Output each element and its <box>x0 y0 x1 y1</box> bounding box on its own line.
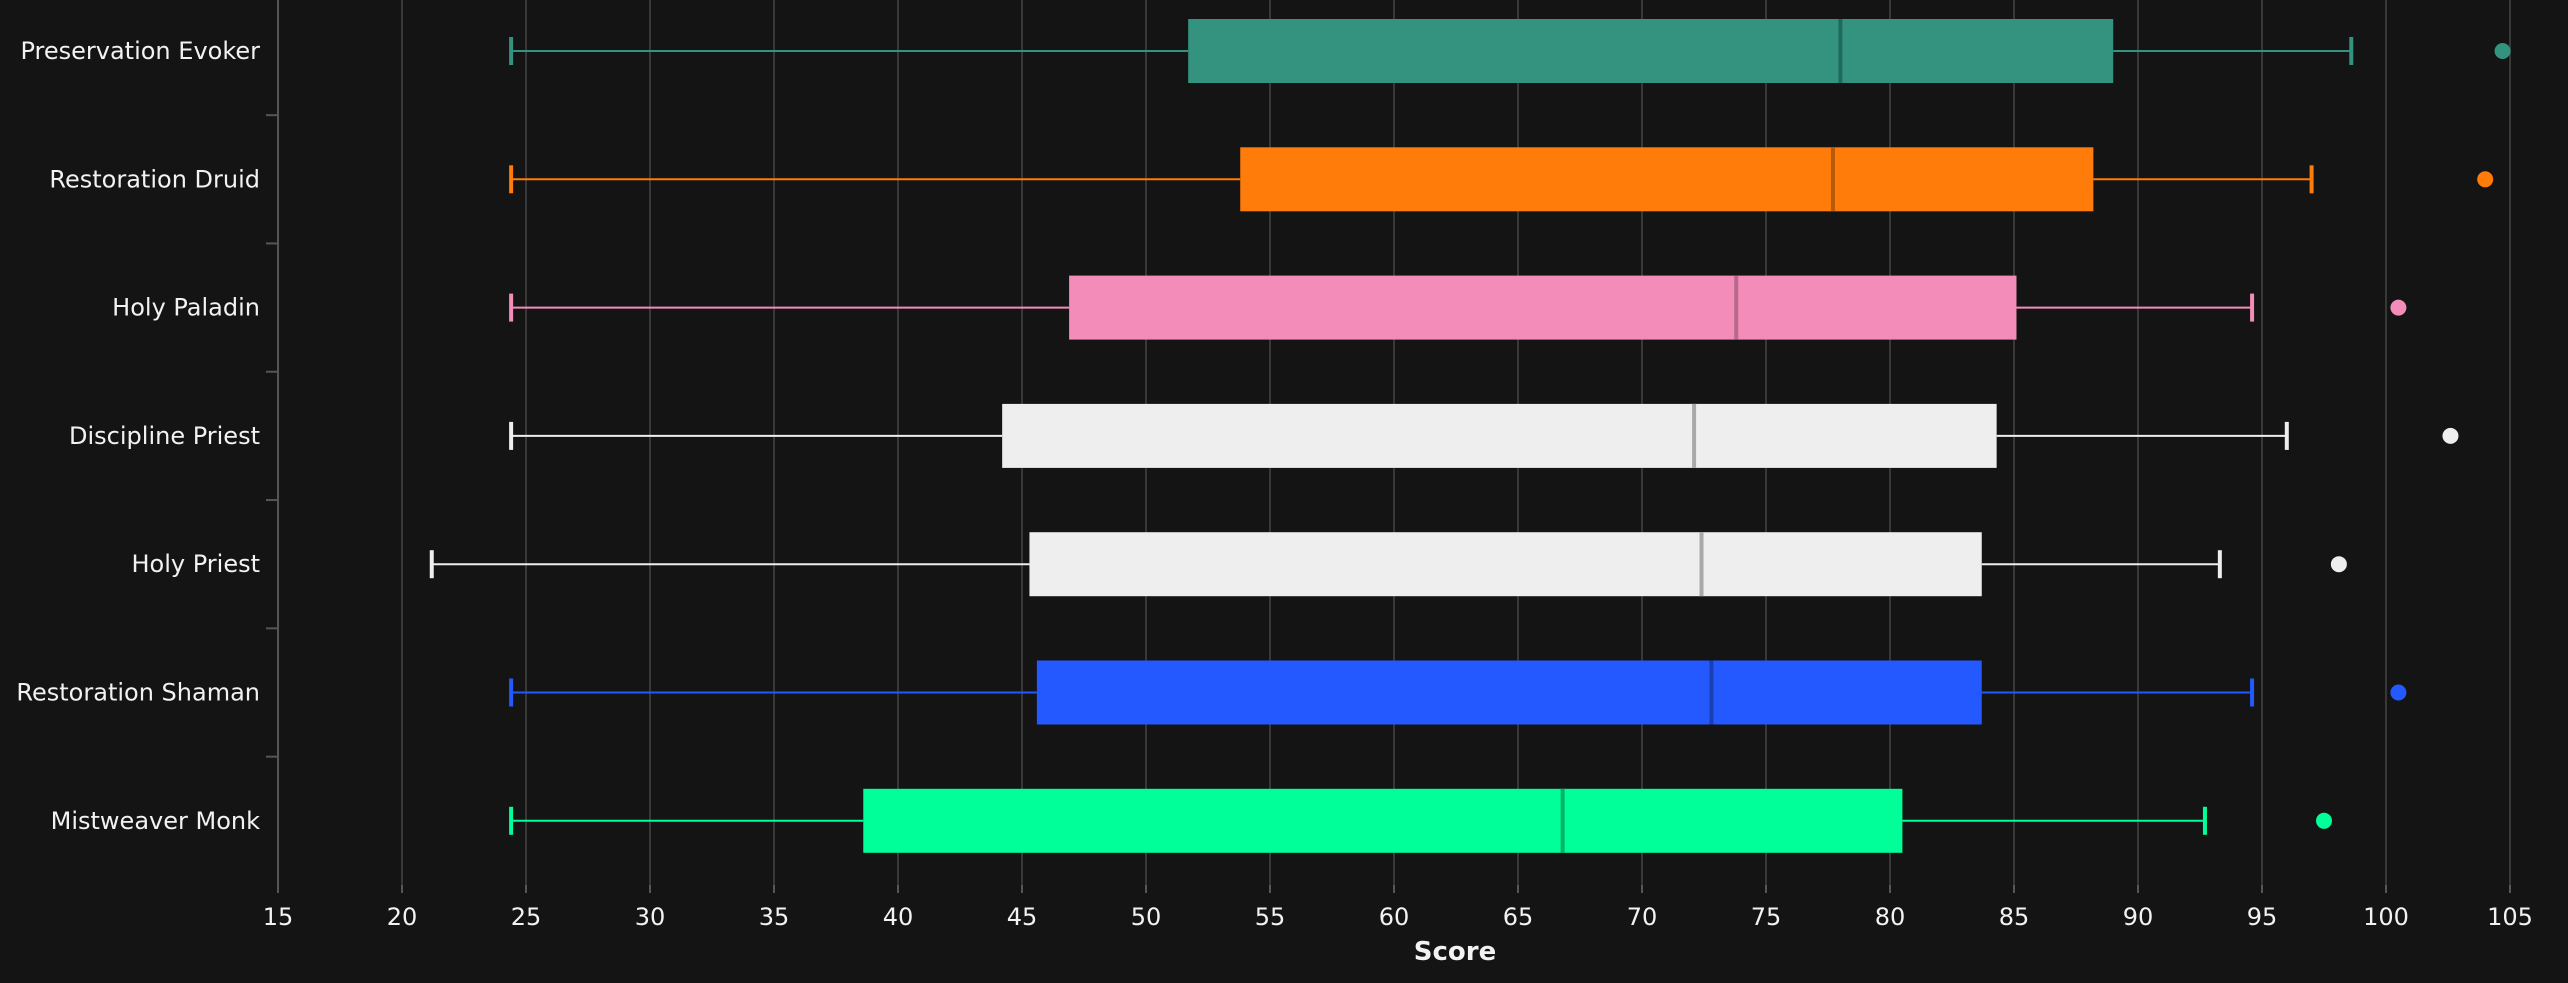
category-label: Restoration Druid <box>49 165 260 193</box>
x-tick-label: 25 <box>511 903 542 931</box>
outlier-point <box>2316 812 2332 829</box>
iqr-box <box>863 788 1903 853</box>
category-label: Restoration Shaman <box>16 679 260 707</box>
x-tick-label: 35 <box>759 903 790 931</box>
box-row: Preservation Evoker <box>20 19 2511 83</box>
x-tick-label: 85 <box>1999 903 2030 931</box>
x-tick-label: 15 <box>263 903 294 931</box>
x-axis: 15 20 25 30 35 40 45 50 55 60 65 70 75 80 85 90 95 100 105 <box>263 0 2533 931</box>
x-tick-label: 100 <box>2363 903 2409 931</box>
x-tick-label: 105 <box>2487 903 2533 931</box>
box-row: Restoration Druid <box>49 147 2494 212</box>
category-label: Mistweaver Monk <box>51 807 260 835</box>
x-tick-label: 45 <box>1007 903 1038 931</box>
outlier-point <box>2494 43 2511 59</box>
iqr-box <box>1029 532 1982 597</box>
x-tick-label: 50 <box>1131 903 1162 931</box>
outlier-point <box>2390 299 2407 316</box>
x-tick-label: 90 <box>2123 903 2154 931</box>
box-row: Mistweaver Monk <box>51 788 2332 853</box>
box-row: Holy Paladin <box>112 275 2407 340</box>
iqr-box <box>1188 19 2114 83</box>
x-axis-label: Score <box>1414 937 1496 967</box>
x-tick-label: 80 <box>1875 903 1906 931</box>
x-tick-label: 95 <box>2247 903 2278 931</box>
x-tick-label: 55 <box>1255 903 1286 931</box>
x-tick-label: 60 <box>1379 903 1410 931</box>
category-label: Discipline Priest <box>69 422 260 450</box>
iqr-box <box>1002 403 1997 468</box>
outlier-point <box>2390 684 2407 701</box>
x-tick-label: 75 <box>1751 903 1782 931</box>
box-row: Holy Priest <box>132 532 2347 597</box>
x-tick-label: 40 <box>883 903 914 931</box>
iqr-box <box>1069 275 2017 340</box>
x-tick-label: 30 <box>635 903 666 931</box>
box-row: Restoration Shaman <box>16 660 2407 725</box>
box-row: Discipline Priest <box>69 403 2459 468</box>
x-tick-label: 20 <box>387 903 418 931</box>
category-label: Holy Paladin <box>112 294 260 322</box>
outlier-point <box>2442 427 2459 444</box>
box-rows: Preservation Evoker Restoration Druid Holy… <box>16 19 2511 853</box>
x-tick-label: 65 <box>1503 903 1534 931</box>
category-label: Holy Priest <box>132 550 261 578</box>
iqr-box <box>1036 660 1982 725</box>
outlier-point <box>2330 556 2347 573</box>
x-tick-label: 70 <box>1627 903 1658 931</box>
category-label: Preservation Evoker <box>20 37 260 65</box>
iqr-box <box>1240 147 2094 212</box>
outlier-point <box>2477 171 2494 188</box>
